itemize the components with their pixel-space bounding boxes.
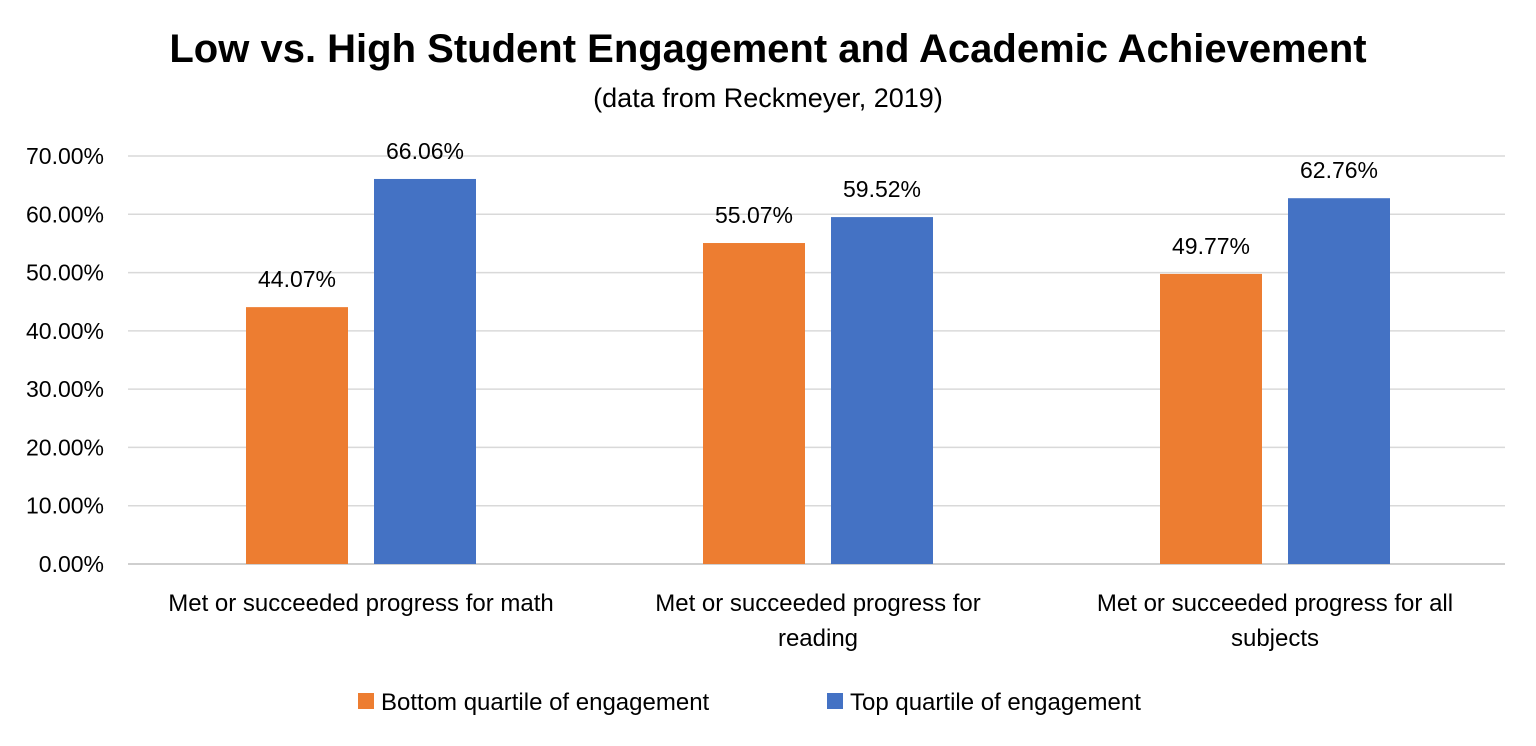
bar-top-quartile-2: [831, 217, 933, 564]
y-tick-label: 70.00%: [26, 143, 104, 169]
legend-swatch: [358, 693, 374, 709]
data-label: 62.76%: [1300, 157, 1378, 183]
y-tick-label: 10.00%: [26, 493, 104, 519]
data-labels: 44.07% 55.07% 49.77% 66.06% 59.52% 62.76%: [258, 138, 1378, 292]
bar-bottom-quartile-1: [246, 307, 348, 564]
legend-swatch: [827, 693, 843, 709]
category-label: subjects: [1231, 625, 1319, 652]
legend-item-bottom-quartile: Bottom quartile of engagement: [358, 689, 710, 716]
y-tick-label: 30.00%: [26, 376, 104, 402]
data-label: 55.07%: [715, 202, 793, 228]
category-label: Met or succeeded progress for: [655, 590, 981, 617]
data-label: 66.06%: [386, 138, 464, 164]
data-label: 44.07%: [258, 266, 336, 292]
y-tick-label: 0.00%: [39, 551, 104, 577]
legend-item-top-quartile: Top quartile of engagement: [827, 689, 1141, 716]
category-label: Met or succeeded progress for all: [1097, 590, 1453, 617]
y-tick-label: 60.00%: [26, 201, 104, 227]
category-label: Met or succeeded progress for math: [168, 590, 554, 617]
chart-title: Low vs. High Student Engagement and Acad…: [169, 27, 1366, 71]
data-label: 59.52%: [843, 176, 921, 202]
y-tick-label: 20.00%: [26, 434, 104, 460]
legend: Bottom quartile of engagement Top quartil…: [358, 689, 1141, 716]
legend-label: Top quartile of engagement: [850, 689, 1141, 716]
category-labels: Met or succeeded progress for math Met or…: [168, 590, 1453, 652]
bars: [246, 178, 1390, 564]
chart-subtitle: (data from Reckmeyer, 2019): [593, 83, 943, 113]
y-tick-label: 50.00%: [26, 260, 104, 286]
category-label: reading: [778, 625, 858, 652]
data-label: 49.77%: [1172, 233, 1250, 259]
gridlines: [128, 155, 1505, 565]
bar-top-quartile-1: [374, 178, 476, 564]
legend-label: Bottom quartile of engagement: [381, 689, 710, 716]
y-axis-ticks: 0.00% 10.00% 20.00% 30.00% 40.00% 50.00% 60.00…: [26, 143, 104, 577]
y-tick-label: 40.00%: [26, 318, 104, 344]
bar-bottom-quartile-3: [1160, 273, 1262, 564]
bar-top-quartile-3: [1288, 198, 1390, 564]
bar-bottom-quartile-2: [703, 243, 805, 564]
